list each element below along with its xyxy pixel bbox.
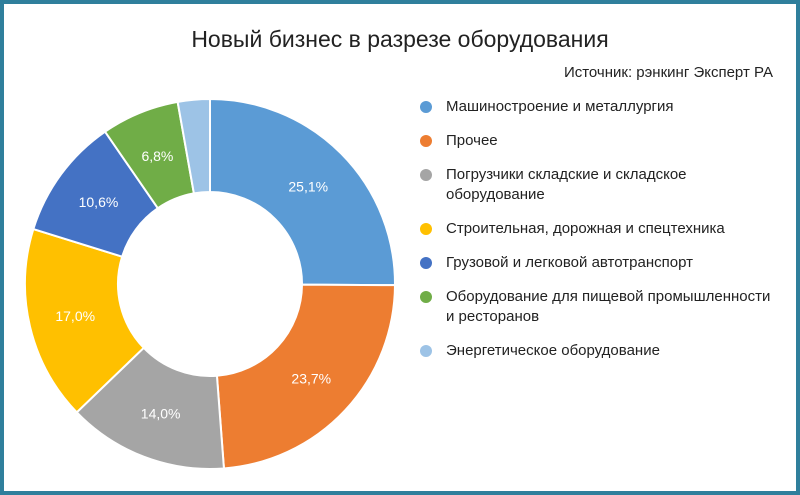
legend-item-4: Строительная, дорожная и спецтехника <box>420 219 780 239</box>
legend-label: Погрузчики складские и складское оборудо… <box>446 166 687 203</box>
legend-item-5: Грузовой и легковой автотранспорт <box>420 253 780 273</box>
legend-swatch <box>420 169 432 181</box>
legend-item-7: Энергетическое оборудование <box>420 341 780 361</box>
legend-swatch <box>420 257 432 269</box>
legend-swatch <box>420 135 432 147</box>
legend-swatch <box>420 291 432 303</box>
slice-label-4: 17,0% <box>55 308 95 324</box>
slice-label-1: 25,1% <box>288 178 328 194</box>
legend-label: Оборудование для пищевой промышленности … <box>446 288 771 325</box>
donut-labels: 25,1% 23,7% 14,0% 17,0% 10,6% 6,8% <box>55 148 331 422</box>
donut-slice-4 <box>24 227 146 414</box>
chart-title: Новый бизнес в разрезе оборудования <box>191 26 609 52</box>
legend-item-1: Машиностроение и металлургия <box>420 97 780 117</box>
legend-label: Грузовой и легковой автотранспорт <box>446 254 693 271</box>
slice-label-3: 14,0% <box>141 405 181 421</box>
legend-item-6: Оборудование для пищевой промышленности … <box>420 287 780 327</box>
donut-slice-7 <box>176 97 211 195</box>
legend-label: Прочее <box>446 132 498 149</box>
slice-label-6: 6,8% <box>141 148 173 164</box>
legend-label: Машиностроение и металлургия <box>446 98 674 115</box>
donut-slice-2 <box>215 283 397 470</box>
slice-label-2: 23,7% <box>291 370 331 386</box>
donut-slices <box>24 97 397 470</box>
legend-swatch <box>420 345 432 357</box>
donut-slice-1 <box>209 97 396 287</box>
legend-label: Строительная, дорожная и спецтехника <box>446 220 725 237</box>
legend-item-3: Погрузчики складские и складское оборудо… <box>420 165 780 205</box>
legend-label: Энергетическое оборудование <box>446 342 660 359</box>
slice-label-5: 10,6% <box>79 194 119 210</box>
legend-swatch <box>420 223 432 235</box>
chart-source: Источник: рэнкинг Эксперт РА <box>563 64 773 81</box>
legend-item-2: Прочее <box>420 131 780 151</box>
legend-swatch <box>420 101 432 113</box>
chart-legend: Машиностроение и металлургия Прочее Погруз… <box>420 97 780 375</box>
